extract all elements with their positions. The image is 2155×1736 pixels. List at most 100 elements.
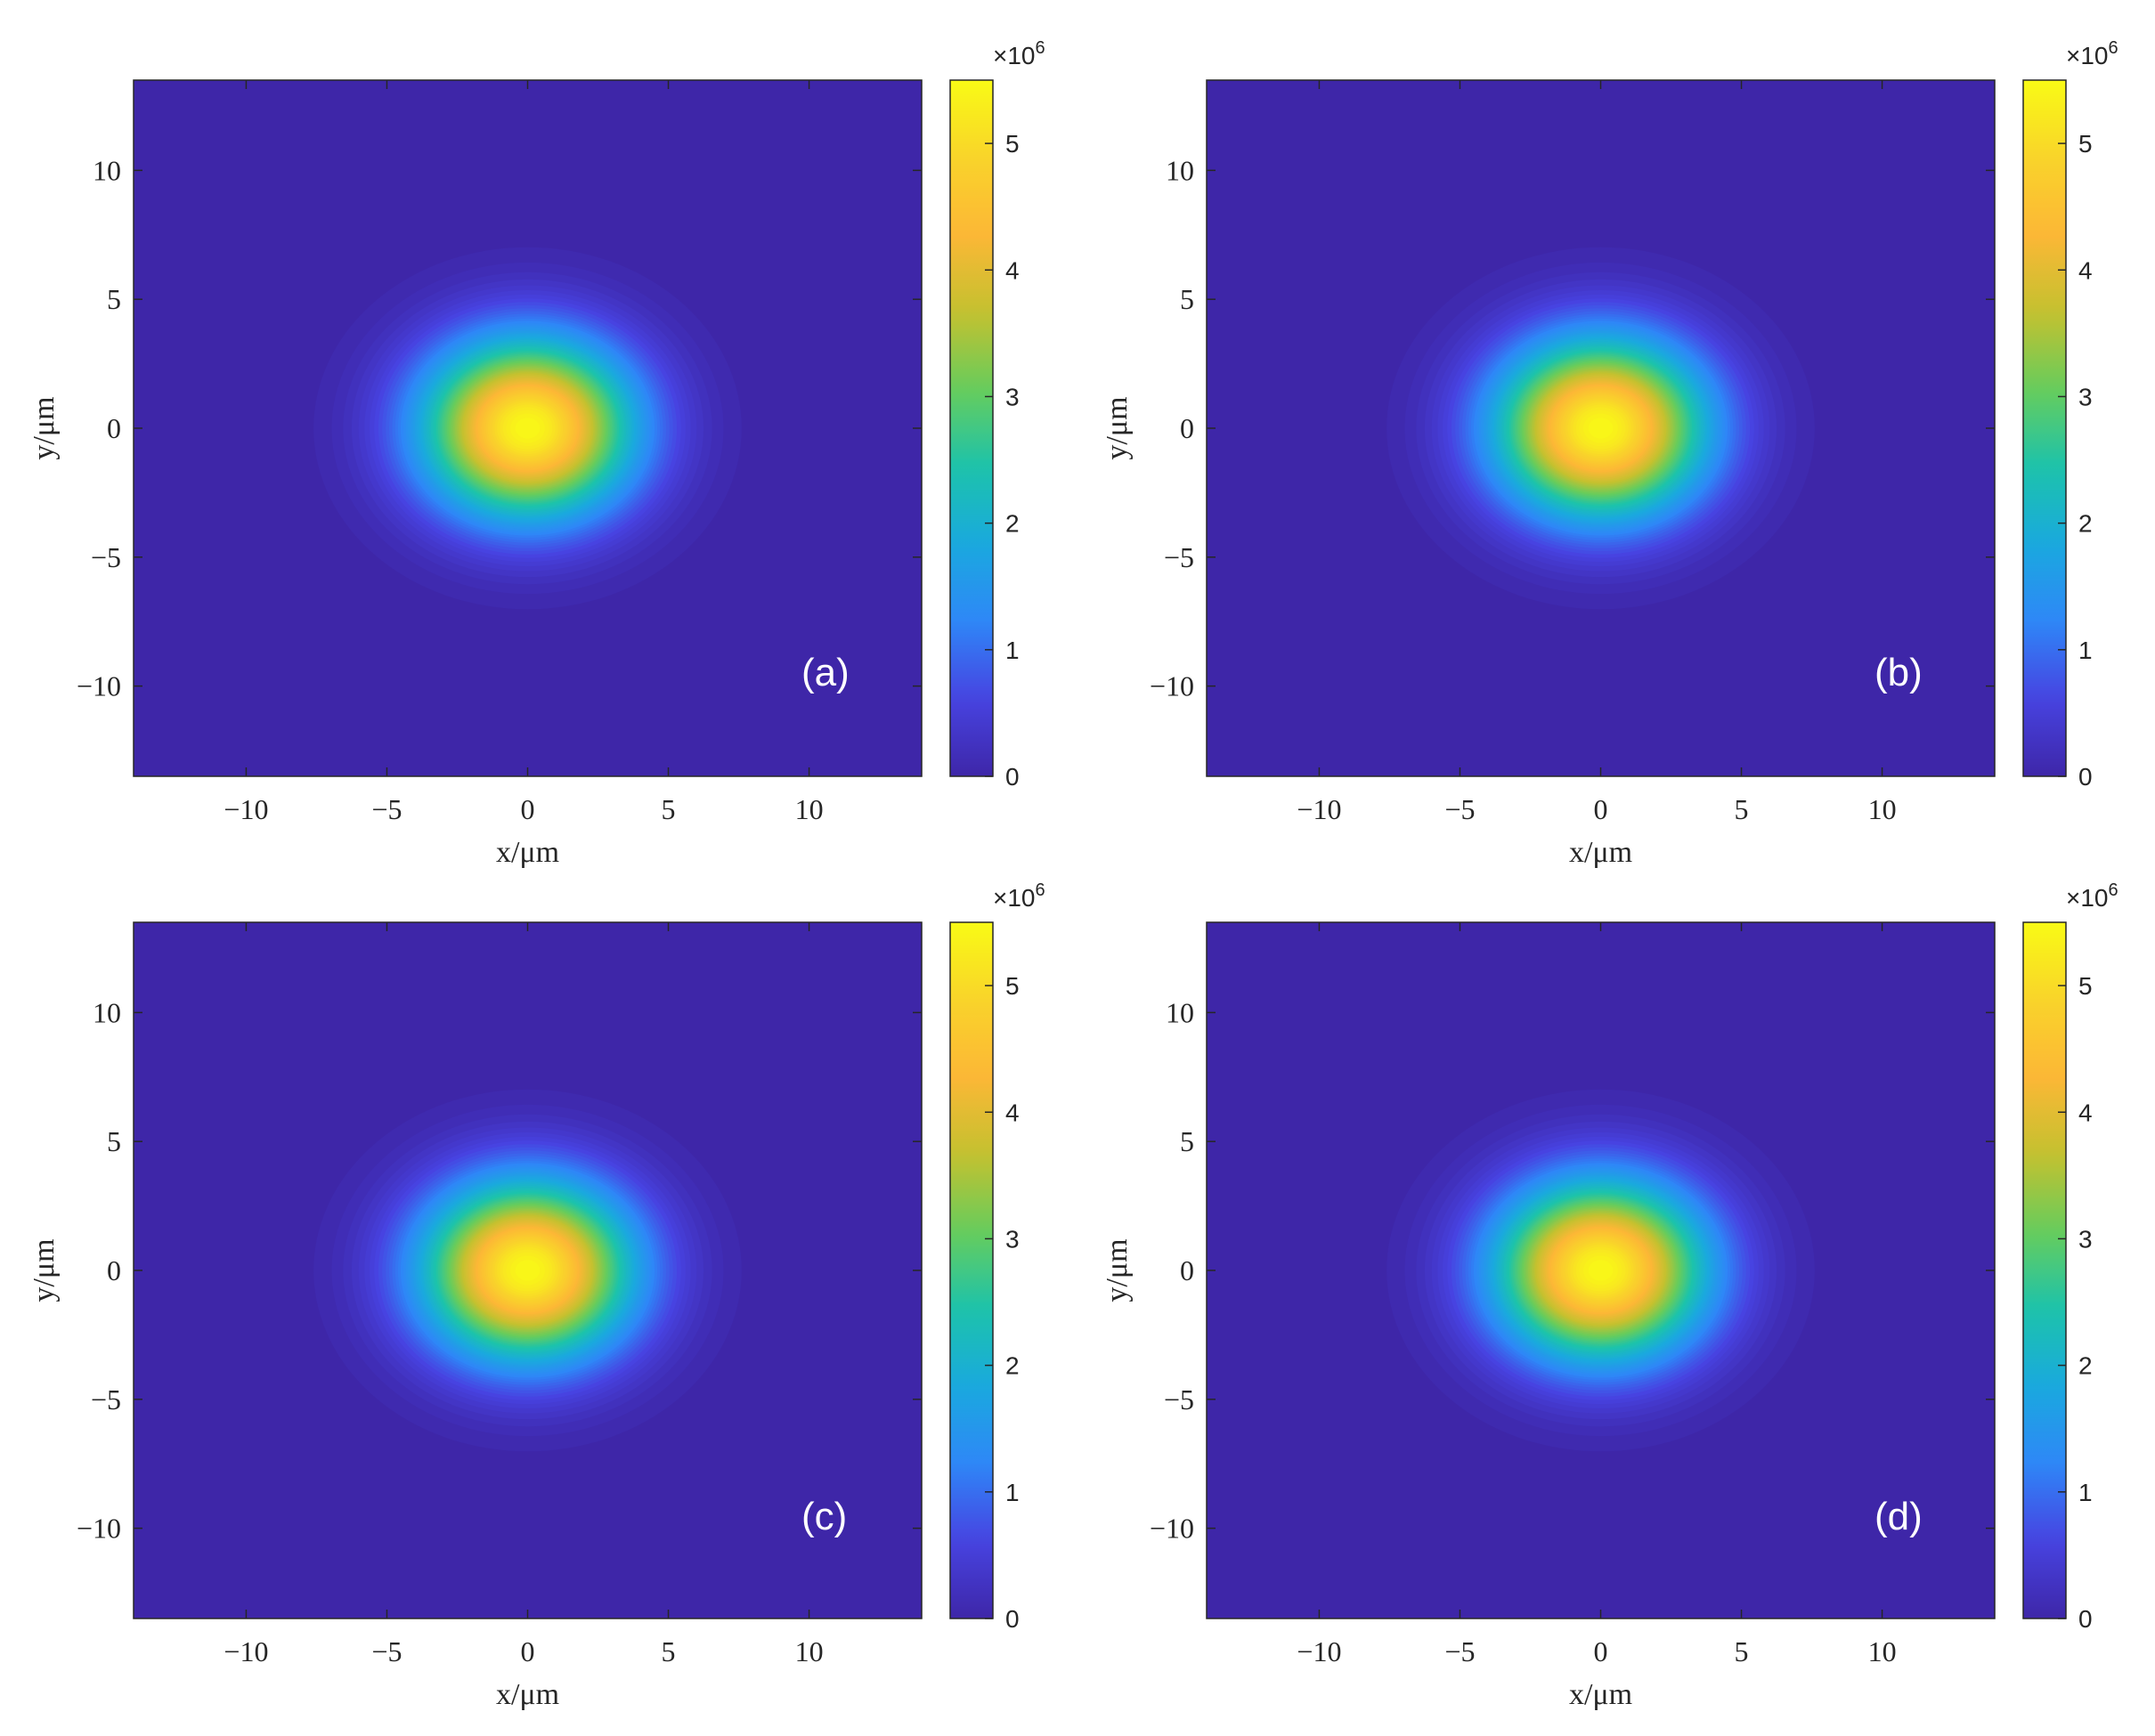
y-tick-label: 0 <box>1180 1254 1194 1286</box>
heatmap-field <box>313 247 742 610</box>
colorbar-tick-label: 5 <box>2078 972 2093 1000</box>
y-tick-label: 5 <box>1180 283 1194 315</box>
colorbar-exponent-power: 6 <box>2109 880 2118 900</box>
colorbar-tick-label: 3 <box>1005 1225 1020 1253</box>
colorbar-exponent: ×106 <box>993 38 1045 69</box>
x-axis-label: x/μm <box>1569 1678 1632 1711</box>
colorbar-gradient <box>2023 922 2066 1618</box>
x-axis-label: x/μm <box>496 1678 559 1711</box>
panel-label: (a) <box>801 651 850 694</box>
colorbar-gradient <box>2023 80 2066 776</box>
y-tick-label: 10 <box>93 996 121 1028</box>
y-tick-label: −10 <box>1150 670 1194 702</box>
colorbar-tick-label: 4 <box>2078 256 2093 284</box>
panel-label: (c) <box>801 1495 847 1538</box>
y-tick-label: −5 <box>1164 541 1194 573</box>
y-tick-label: −10 <box>77 670 121 702</box>
x-tick-label: 0 <box>1594 793 1608 825</box>
colorbar-exponent: ×106 <box>2066 38 2118 69</box>
x-tick-label: −5 <box>371 1635 402 1667</box>
colorbar-tick-label: 2 <box>2078 1352 2093 1380</box>
panel-label: (b) <box>1874 651 1923 694</box>
heatmap-field <box>313 1089 742 1452</box>
colorbar-exponent: ×106 <box>2066 880 2118 912</box>
y-tick-label: 5 <box>1180 1125 1194 1157</box>
x-tick-label: 0 <box>521 1635 535 1667</box>
y-tick-label: 10 <box>1166 996 1194 1028</box>
panel-b: −10 −5 0 5 10 −10 −5 0 5 10 x/μm y/μm (b) 0 1 2 3 4 5 ×106 <box>1101 38 2118 869</box>
colorbar-exponent-power: 6 <box>1036 880 1045 900</box>
colorbar-tick-label: 5 <box>1005 130 1020 158</box>
contour-level <box>1588 418 1614 439</box>
colorbar-tick-label: 1 <box>2078 1479 2093 1506</box>
colorbar-exponent-power: 6 <box>2109 38 2118 58</box>
y-axis-label: y/μm <box>1101 1238 1134 1302</box>
y-tick-label: −5 <box>91 541 121 573</box>
panel-c: −10 −5 0 5 10 −10 −5 0 5 10 x/μm y/μm (c) 0 1 2 3 4 5 ×106 <box>28 880 1045 1711</box>
colorbar-exponent-power: 6 <box>1036 38 1045 58</box>
heatmap-field <box>1387 247 1815 610</box>
panel-label: (d) <box>1874 1495 1923 1538</box>
colorbar-tick-label: 0 <box>1005 763 1020 791</box>
y-tick-label: 10 <box>93 154 121 186</box>
colorbar-gradient <box>950 922 993 1618</box>
colorbar-box <box>949 921 994 1619</box>
panel-a: −10 −5 0 5 10 −10 −5 0 5 10 x/μm y/μm (a) 0 1 2 3 4 5 ×106 <box>28 38 1045 869</box>
x-tick-label: −5 <box>1444 793 1475 825</box>
colorbar-tick-label: 0 <box>2078 1605 2093 1633</box>
x-tick-label: −5 <box>371 793 402 825</box>
y-tick-label: 5 <box>107 283 121 315</box>
y-tick-label: 5 <box>107 1125 121 1157</box>
y-tick-label: 0 <box>107 412 121 444</box>
colorbar-box <box>949 79 994 777</box>
x-tick-label: −10 <box>1297 793 1341 825</box>
x-tick-label: 10 <box>1868 793 1897 825</box>
x-tick-label: −5 <box>1444 1635 1475 1667</box>
colorbar: 0 1 2 3 4 5 ×106 <box>949 38 1045 791</box>
x-tick-label: 5 <box>662 793 676 825</box>
colorbar-exponent: ×106 <box>993 880 1045 912</box>
heatmap-field <box>1387 1089 1815 1452</box>
y-tick-label: −5 <box>1164 1383 1194 1416</box>
x-tick-label: 10 <box>795 1635 824 1667</box>
y-tick-label: −10 <box>1150 1513 1194 1545</box>
x-tick-label: −10 <box>224 1635 268 1667</box>
colorbar: 0 1 2 3 4 5 ×106 <box>2022 880 2118 1633</box>
colorbar: 0 1 2 3 4 5 ×106 <box>2022 38 2118 791</box>
x-axis-label: x/μm <box>496 836 559 869</box>
colorbar-tick-label: 0 <box>1005 1605 1020 1633</box>
x-tick-label: 0 <box>521 793 535 825</box>
colorbar-tick-label: 1 <box>2078 637 2093 664</box>
colorbar-tick-label: 5 <box>2078 130 2093 158</box>
x-tick-label: 5 <box>1735 793 1749 825</box>
x-tick-label: 5 <box>1735 1635 1749 1667</box>
x-tick-label: −10 <box>1297 1635 1341 1667</box>
contour-level <box>515 1260 541 1281</box>
colorbar-tick-label: 3 <box>1005 383 1020 410</box>
colorbar-tick-label: 3 <box>2078 383 2093 410</box>
y-tick-label: 0 <box>1180 412 1194 444</box>
x-tick-label: 10 <box>1868 1635 1897 1667</box>
contour-level <box>515 418 541 439</box>
x-tick-label: −10 <box>224 793 268 825</box>
colorbar-box <box>2022 921 2067 1619</box>
colorbar-tick-label: 4 <box>1005 1099 1020 1126</box>
colorbar-tick-label: 5 <box>1005 972 1020 1000</box>
y-tick-label: 0 <box>107 1254 121 1286</box>
colorbar-tick-label: 0 <box>2078 763 2093 791</box>
colorbar: 0 1 2 3 4 5 ×106 <box>949 880 1045 1633</box>
panel-d: −10 −5 0 5 10 −10 −5 0 5 10 x/μm y/μm (d) 0 1 2 3 4 5 ×106 <box>1101 880 2118 1711</box>
y-tick-label: −5 <box>91 1383 121 1416</box>
colorbar-tick-label: 1 <box>1005 1479 1020 1506</box>
x-tick-label: 5 <box>662 1635 676 1667</box>
colorbar-tick-label: 2 <box>1005 1352 1020 1380</box>
colorbar-tick-label: 2 <box>1005 510 1020 538</box>
contour-level <box>1588 1260 1614 1281</box>
colorbar-tick-label: 2 <box>2078 510 2093 538</box>
y-axis-label: y/μm <box>28 1238 61 1302</box>
colorbar-tick-label: 4 <box>1005 256 1020 284</box>
colorbar-tick-label: 3 <box>2078 1225 2093 1253</box>
y-axis-label: y/μm <box>28 396 61 459</box>
colorbar-box <box>2022 79 2067 777</box>
